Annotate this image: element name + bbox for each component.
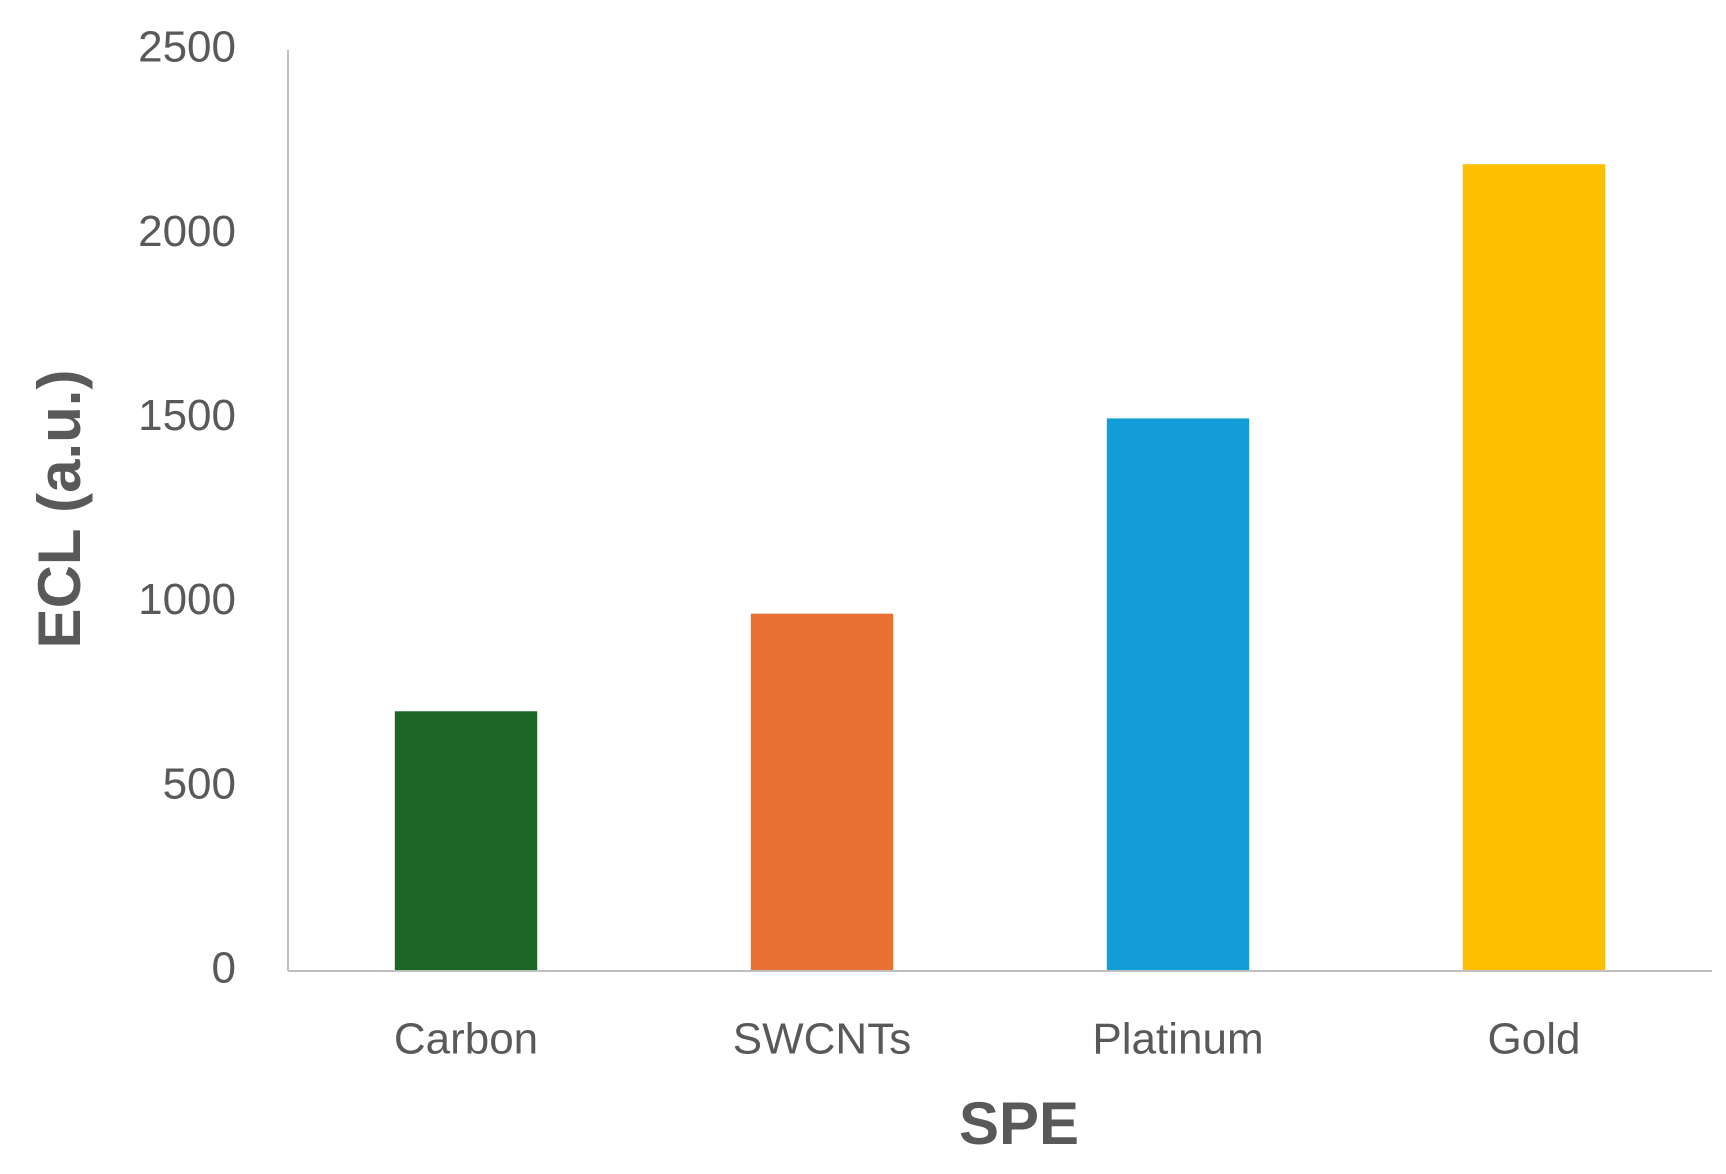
y-tick-label: 0 [212,944,236,993]
x-tick-label: Platinum [1092,1015,1263,1064]
bar [1106,418,1250,971]
y-axis-title: ECL (a.u.) [26,370,93,649]
y-tick-label: 1500 [138,391,236,440]
x-axis-title: SPE [959,1090,1079,1157]
bar [1462,164,1606,972]
bar [750,613,894,971]
x-tick-label: Gold [1488,1015,1581,1064]
y-tick-label: 2500 [138,23,236,72]
y-tick-label: 1000 [138,575,236,624]
y-tick-label: 2000 [138,207,236,256]
x-tick-label: SWCNTs [733,1015,911,1064]
y-tick-label: 500 [163,759,236,808]
bar [394,711,538,971]
x-tick-label: Carbon [394,1015,538,1064]
